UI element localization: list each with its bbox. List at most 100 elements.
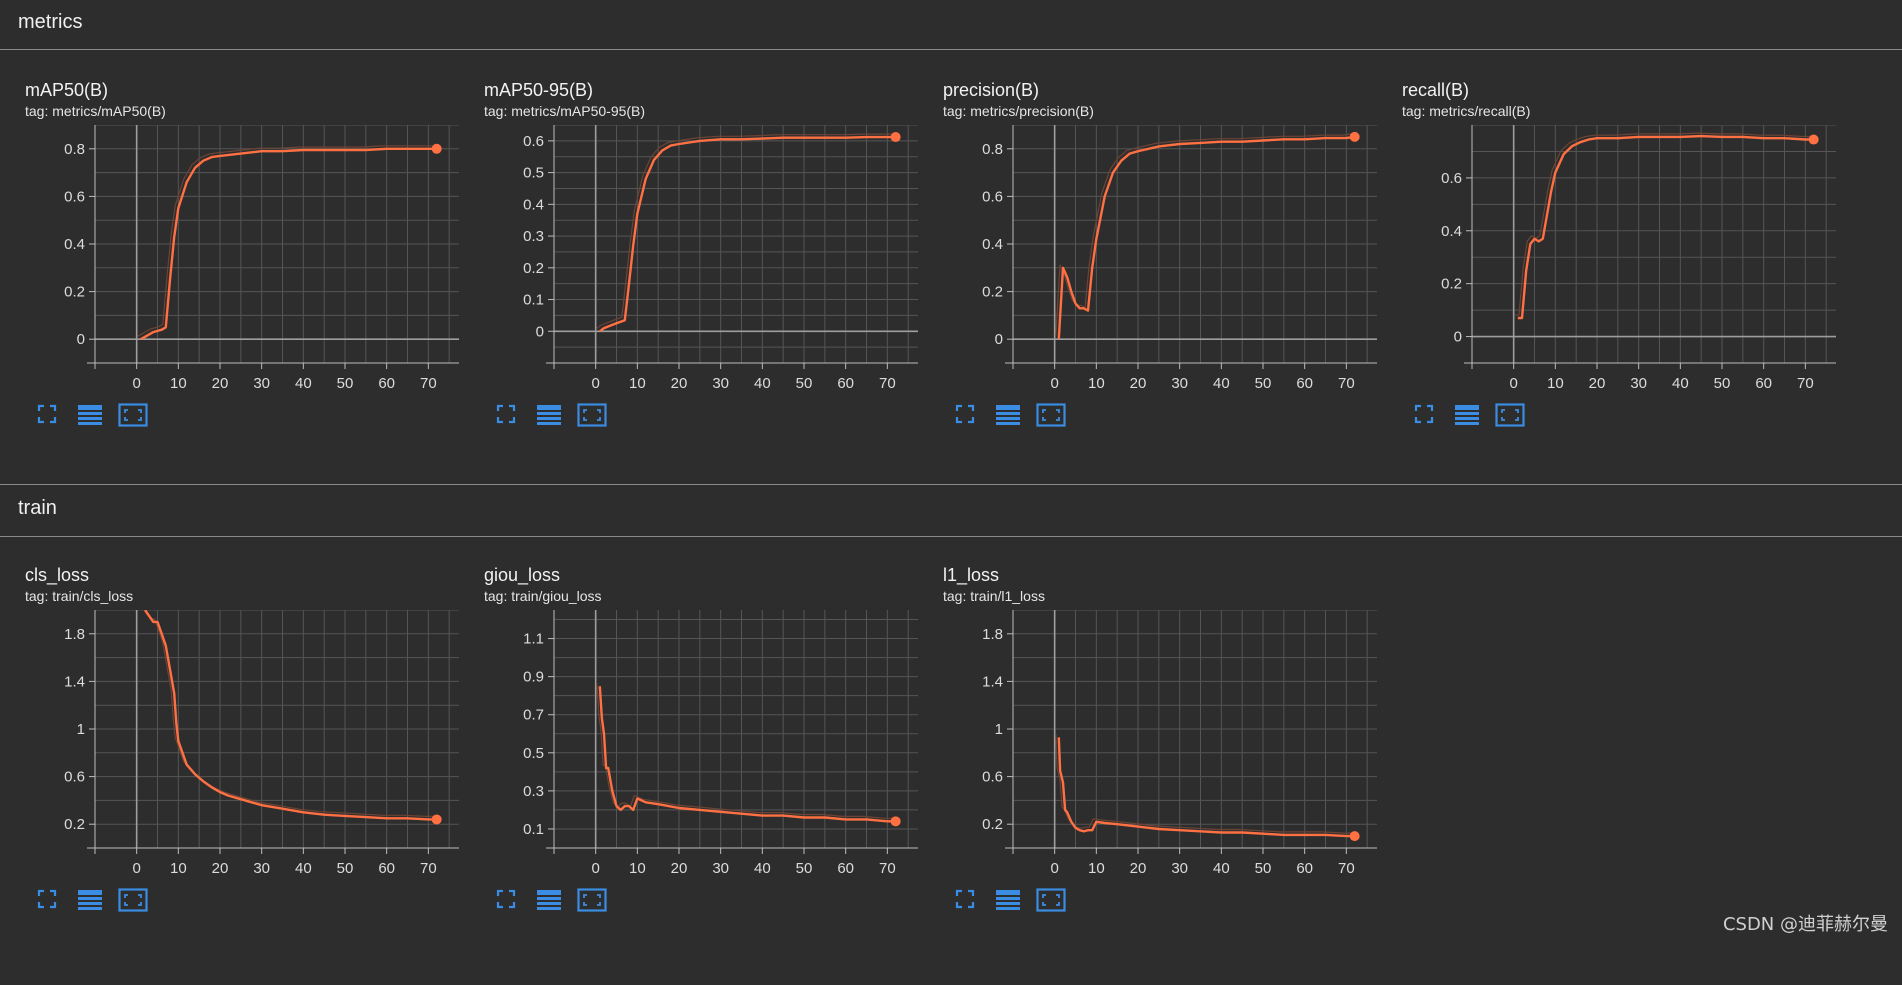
- x-tick-label: 70: [1338, 375, 1355, 392]
- x-tick-label: 30: [253, 375, 270, 392]
- x-tick-label: 20: [671, 860, 688, 877]
- data-table-icon[interactable]: [76, 888, 106, 916]
- y-tick-label: 0.6: [64, 769, 85, 786]
- x-tick-label: 40: [1672, 375, 1689, 392]
- y-tick-label: 0.3: [523, 228, 544, 245]
- chart-title: recall(B): [1402, 80, 1470, 100]
- x-tick-label: 0: [1050, 375, 1058, 392]
- y-tick-label: 0.1: [523, 821, 544, 838]
- last-point-marker: [1349, 131, 1360, 142]
- series-line: [598, 686, 896, 823]
- chart-card: cls_loss tag: train/cls_loss 0.2 0.6 1 1.4 1.8…: [0, 565, 459, 985]
- x-tick-label: 50: [337, 860, 354, 877]
- y-tick-label: 0.1: [523, 292, 544, 309]
- series-raw-line: [1514, 132, 1811, 316]
- x-tick-label: 20: [1130, 375, 1147, 392]
- x-tick-label: 20: [1130, 860, 1147, 877]
- chart-plot[interactable]: 0.2 0.6 1 1.4 1.8 0 10 20 30 40 50 60 70: [918, 610, 1377, 880]
- fit-domain-icon[interactable]: [1495, 403, 1525, 431]
- chart-card: mAP50(B) tag: metrics/mAP50(B) 0 0.2 0.4 0.6 0…: [0, 80, 459, 500]
- y-tick-label: 0.2: [982, 816, 1003, 833]
- y-tick-label: 0.4: [523, 196, 544, 213]
- expand-icon[interactable]: [954, 888, 984, 916]
- chart-plot[interactable]: 0 0.2 0.4 0.6 0.8 0 10 20 30 40 50 60 70: [0, 125, 459, 395]
- x-tick-label: 70: [420, 375, 437, 392]
- x-tick-label: 30: [712, 375, 729, 392]
- y-tick-label: 1: [995, 721, 1003, 738]
- chart-plot[interactable]: 0 0.2 0.4 0.6 0 10 20 30 40 50 60 70: [1377, 125, 1836, 395]
- x-tick-label: 0: [132, 375, 140, 392]
- last-point-marker: [1349, 831, 1360, 842]
- y-tick-label: 0.6: [982, 769, 1003, 786]
- chart-plot[interactable]: 0.2 0.6 1 1.4 1.8 0 10 20 30 40 50 60 70: [0, 610, 459, 880]
- expand-icon[interactable]: [36, 888, 66, 916]
- x-tick-label: 10: [170, 860, 187, 877]
- y-tick-label: 0.3: [523, 783, 544, 800]
- x-tick-label: 40: [754, 860, 771, 877]
- fit-domain-icon[interactable]: [1036, 403, 1066, 431]
- x-tick-label: 0: [132, 860, 140, 877]
- expand-icon[interactable]: [495, 888, 525, 916]
- last-point-marker: [1808, 134, 1819, 145]
- expand-icon[interactable]: [36, 403, 66, 431]
- chart-plot[interactable]: 0 0.1 0.2 0.3 0.4 0.5 0.6 0 10 20 30 40 50 60 70: [459, 125, 918, 395]
- chart-tag: tag: metrics/mAP50-95(B): [484, 103, 646, 119]
- x-tick-label: 60: [1296, 860, 1313, 877]
- x-tick-label: 10: [170, 375, 187, 392]
- section-title: metrics: [18, 11, 83, 33]
- chart-title: l1_loss: [943, 565, 1000, 585]
- chart-tag: tag: train/giou_loss: [484, 588, 602, 604]
- fit-domain-icon[interactable]: [577, 403, 607, 431]
- x-tick-label: 30: [1630, 375, 1647, 392]
- series-raw-line: [596, 133, 893, 329]
- series-raw-line: [1055, 133, 1352, 337]
- expand-icon[interactable]: [495, 403, 525, 431]
- chart-plot[interactable]: 0.1 0.3 0.5 0.7 0.9 1.1 0 10 20 30 40 50 60 70: [459, 610, 918, 880]
- chart-card: giou_loss tag: train/giou_loss 0.1 0.3 0.5 0.…: [459, 565, 918, 985]
- x-tick-label: 0: [1509, 375, 1517, 392]
- expand-icon[interactable]: [954, 403, 984, 431]
- series-line: [1057, 135, 1355, 340]
- data-table-icon[interactable]: [76, 403, 106, 431]
- x-tick-label: 70: [879, 860, 896, 877]
- last-point-marker: [890, 816, 901, 827]
- x-tick-label: 50: [796, 375, 813, 392]
- series-line: [140, 147, 437, 341]
- data-table-icon[interactable]: [535, 888, 565, 916]
- fit-domain-icon[interactable]: [577, 888, 607, 916]
- y-tick-label: 0.4: [64, 236, 85, 253]
- y-tick-label: 0.6: [64, 188, 85, 205]
- section-header-train[interactable]: train: [0, 484, 1902, 537]
- x-tick-label: 60: [837, 860, 854, 877]
- fit-domain-icon[interactable]: [118, 403, 148, 431]
- y-tick-label: 1.4: [982, 673, 1003, 690]
- x-tick-label: 70: [879, 375, 896, 392]
- data-table-icon[interactable]: [994, 888, 1024, 916]
- x-tick-label: 30: [712, 860, 729, 877]
- x-tick-label: 20: [212, 860, 229, 877]
- y-tick-label: 0.4: [1441, 223, 1462, 240]
- y-tick-label: 0: [995, 331, 1003, 348]
- section-header-metrics[interactable]: metrics: [0, 0, 1902, 50]
- expand-icon[interactable]: [1413, 403, 1443, 431]
- fit-domain-icon[interactable]: [1036, 888, 1066, 916]
- y-tick-label: 0: [77, 331, 85, 348]
- chart-card: mAP50-95(B) tag: metrics/mAP50-95(B) 0 0.1 0…: [459, 80, 918, 500]
- watermark: CSDN @迪菲赫尔曼: [1722, 914, 1888, 935]
- chart-card: precision(B) tag: metrics/precision(B) 0 0.…: [918, 80, 1377, 500]
- x-tick-label: 50: [1255, 375, 1272, 392]
- x-tick-label: 10: [1547, 375, 1564, 392]
- x-tick-label: 30: [1171, 860, 1188, 877]
- data-table-icon[interactable]: [994, 403, 1024, 431]
- x-tick-label: 40: [295, 375, 312, 392]
- data-table-icon[interactable]: [1453, 403, 1483, 431]
- chart-card: recall(B) tag: metrics/recall(B) 0 0.2 0.4 0.…: [1377, 80, 1836, 500]
- y-tick-label: 0.8: [64, 141, 85, 158]
- fit-domain-icon[interactable]: [118, 888, 148, 916]
- data-table-icon[interactable]: [535, 403, 565, 431]
- chart-plot[interactable]: 0 0.2 0.4 0.6 0.8 0 10 20 30 40 50 60 70: [918, 125, 1377, 395]
- x-tick-label: 10: [1088, 860, 1105, 877]
- x-tick-label: 60: [378, 860, 395, 877]
- x-tick-label: 0: [591, 375, 599, 392]
- last-point-marker: [890, 132, 901, 143]
